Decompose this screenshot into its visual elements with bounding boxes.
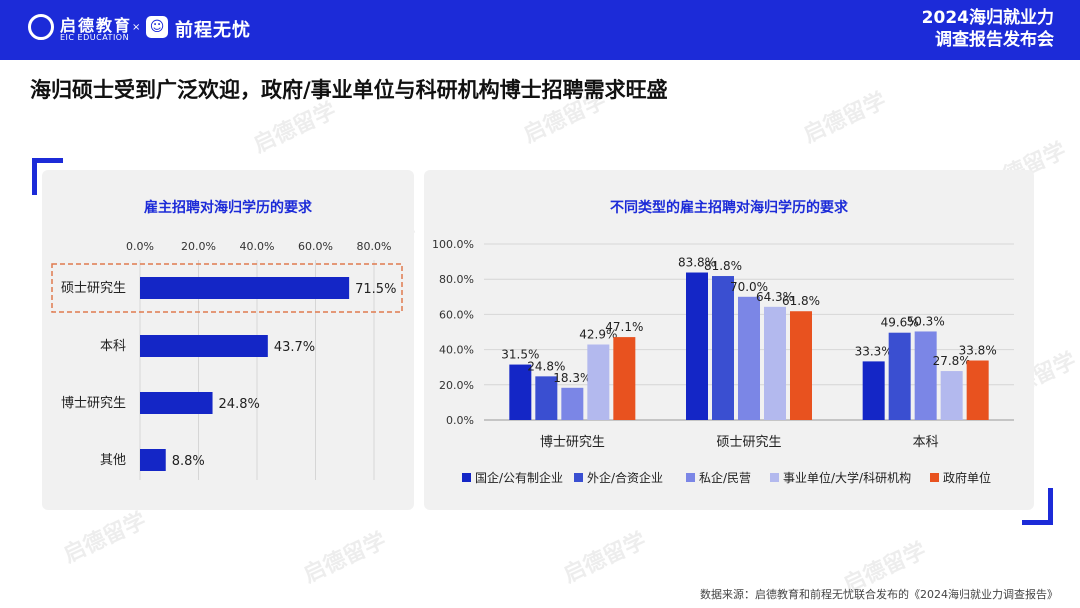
chart2-value-label: 42.9%	[579, 327, 617, 341]
chart2-bar	[790, 311, 812, 420]
chart2-category-label: 博士研究生	[540, 435, 605, 450]
chart2-bar	[712, 276, 734, 420]
watermark: 启德留学	[59, 508, 151, 569]
employer-type-chart: 不同类型的雇主招聘对海归学历的要求 0.0% 20.0% 40.0% 60.0% 80.0…	[432, 199, 1014, 485]
chart2-value-label: 83.8%	[678, 256, 716, 270]
chart2-legend-label: 私企/民营	[699, 470, 751, 485]
chart2-bar	[966, 360, 989, 420]
chart2-legend-swatch	[462, 473, 471, 482]
chart2-value-label: 50.3%	[907, 314, 945, 328]
chart2-value-label: 81.8%	[704, 259, 742, 273]
chart2-bar	[535, 376, 558, 420]
chart2-legend-swatch	[574, 473, 583, 482]
chart2-title: 不同类型的雇主招聘对海归学历的要求	[610, 199, 849, 216]
chart2-bar	[686, 272, 708, 420]
chart1-bar	[140, 449, 166, 471]
chart1-tick-label: 60.0%	[298, 240, 333, 253]
chart1-highlight-box	[51, 263, 403, 313]
chart1-category-label: 博士研究生	[61, 396, 126, 411]
chart2-value-label: 47.1%	[605, 320, 643, 334]
chart2-legend-label: 外企/合资企业	[587, 470, 663, 485]
chart1-bar	[140, 277, 350, 299]
eic-logo-icon	[28, 14, 54, 40]
brand-51job-name: 前程无忧	[175, 20, 251, 41]
left-chart-panel: 雇主招聘对海归学历的要求 0.0% 20.0% 40.0% 60.0% 80.0% 硕士研究…	[42, 170, 414, 510]
chart2-legend-label: 国企/公有制企业	[475, 470, 563, 485]
chart2-bar	[613, 337, 636, 420]
chart2-value-label: 33.3%	[855, 344, 893, 358]
chart2-bar	[561, 387, 584, 420]
chart2-value-label: 33.8%	[959, 344, 997, 358]
chart2-value-label: 61.8%	[782, 294, 820, 308]
chart2-value-label: 70.0%	[730, 280, 768, 294]
51job-logo-icon: ☺	[146, 16, 168, 38]
corner-bracket-bottom-right	[1022, 488, 1053, 525]
chart2-tick-label: 60.0%	[439, 308, 474, 321]
page-headline: 海归硕士受到广泛欢迎，政府/事业单位与科研机构博士招聘需求旺盛	[30, 78, 668, 102]
chart2-tick-label: 40.0%	[439, 344, 474, 357]
chart1-value-label: 71.5%	[355, 282, 396, 297]
chart1-value-label: 8.8%	[172, 454, 205, 469]
chart2-bar	[914, 331, 937, 420]
chart1-category-label: 本科	[100, 339, 126, 354]
chart2-tick-label: 80.0%	[439, 273, 474, 286]
chart1-value-label: 43.7%	[274, 340, 315, 355]
chart2-bar	[862, 361, 885, 420]
chart2-legend-swatch	[686, 473, 695, 482]
chart1-tick-label: 0.0%	[126, 240, 154, 253]
chart2-bar	[738, 296, 760, 420]
chart2-value-label: 31.5%	[501, 348, 539, 362]
chart1-tick-label: 80.0%	[357, 240, 392, 253]
chart2-bar	[940, 371, 963, 420]
chart2-value-label: 24.8%	[527, 359, 565, 373]
chart2-legend-swatch	[770, 473, 779, 482]
watermark: 启德留学	[299, 528, 391, 589]
brand-eic-name: 启德教育	[60, 16, 133, 35]
chart2-legend-label: 事业单位/大学/科研机构	[783, 470, 911, 485]
chart2-bar	[587, 344, 610, 420]
corner-bracket-top-left	[32, 158, 63, 195]
chart1-bar	[140, 335, 268, 357]
chart2-bar	[509, 364, 532, 420]
chart2-value-label: 49.6%	[881, 316, 919, 330]
right-chart-panel: 不同类型的雇主招聘对海归学历的要求 0.0% 20.0% 40.0% 60.0% 80.0…	[424, 170, 1034, 510]
chart1-category-label: 硕士研究生	[61, 281, 126, 296]
chart2-legend-swatch	[930, 473, 939, 482]
chart2-tick-label: 0.0%	[446, 414, 474, 427]
top-banner: 启德教育 EIC EDUCATION × ☺ 前程无忧 2024海归就业力 调查…	[0, 0, 1080, 60]
report-title-line2: 调查报告发布会	[935, 30, 1054, 50]
chart2-value-label: 18.3%	[553, 371, 591, 385]
chart2-category-label: 本科	[913, 435, 939, 450]
chart2-tick-label: 20.0%	[439, 379, 474, 392]
chart2-tick-label: 100.0%	[432, 238, 474, 251]
chart1-value-label: 24.8%	[219, 397, 260, 412]
chart2-bar	[888, 332, 911, 420]
chart1-tick-label: 20.0%	[181, 240, 216, 253]
watermark: 启德留学	[799, 88, 891, 149]
chart2-value-label: 64.3%	[756, 290, 794, 304]
report-title-line1: 2024海归就业力	[921, 8, 1054, 28]
watermark: 启德留学	[559, 528, 651, 589]
chart2-bar	[764, 306, 786, 420]
report-title: 2024海归就业力 调查报告发布会	[834, 7, 1054, 51]
brand-separator: ×	[132, 22, 141, 33]
chart1-title: 雇主招聘对海归学历的要求	[144, 199, 313, 216]
chart2-category-label: 硕士研究生	[716, 435, 781, 450]
brand-eic-subtitle: EIC EDUCATION	[60, 33, 130, 42]
chart2-value-label: 27.8%	[933, 354, 971, 368]
chart1-tick-label: 40.0%	[240, 240, 275, 253]
chart1-bar	[140, 392, 213, 414]
data-source-note: 数据来源：启德教育和前程无忧联合发布的《2024海归就业力调查报告》	[700, 588, 1058, 601]
chart1-category-label: 其他	[100, 453, 126, 468]
education-requirement-chart: 雇主招聘对海归学历的要求 0.0% 20.0% 40.0% 60.0% 80.0% 硕士研究…	[51, 199, 403, 480]
chart2-legend-label: 政府单位	[943, 470, 991, 485]
